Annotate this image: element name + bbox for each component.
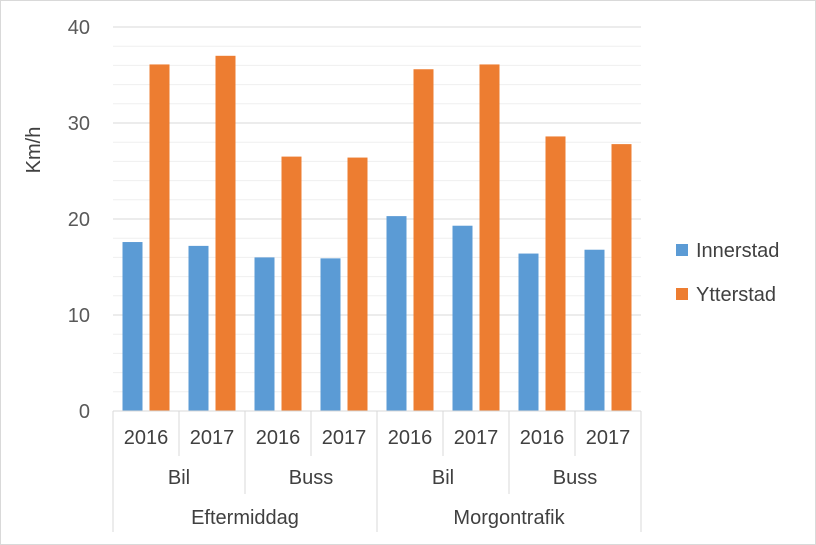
bar-ytterstad-0: [149, 64, 170, 411]
bar-innerstad-0: [122, 242, 143, 411]
x-tick-label-year: 2017: [586, 427, 631, 449]
bar-ytterstad-3: [347, 157, 368, 411]
bar-innerstad-6: [518, 253, 539, 411]
x-tick-label-year: 2016: [388, 427, 433, 449]
bar-ytterstad-5: [479, 64, 500, 411]
y-tick-label: 30: [68, 113, 90, 135]
bar-innerstad-3: [320, 258, 341, 411]
y-tick-label: 20: [68, 209, 90, 231]
x-tick-label-mode: Bil: [168, 467, 190, 489]
x-tick-label-year: 2017: [454, 427, 499, 449]
bar-ytterstad-7: [611, 144, 632, 411]
legend-label-ytterstad: Ytterstad: [696, 284, 776, 306]
legend-label-innerstad: Innerstad: [696, 240, 779, 262]
y-axis-label: Km/h: [23, 127, 45, 174]
x-tick-label-year: 2017: [322, 427, 367, 449]
y-tick-label: 10: [68, 305, 90, 327]
x-tick-label-period: Eftermiddag: [191, 507, 299, 529]
x-tick-label-mode: Buss: [553, 467, 597, 489]
bar-innerstad-5: [452, 225, 473, 411]
x-tick-label-year: 2016: [256, 427, 301, 449]
bar-innerstad-4: [386, 216, 407, 411]
x-tick-label-mode: Bil: [432, 467, 454, 489]
bar-ytterstad-2: [281, 156, 302, 411]
y-tick-label: 40: [68, 17, 90, 39]
bar-innerstad-7: [584, 249, 605, 411]
y-axis-ticks: 0 10 20 30 40: [68, 17, 90, 423]
y-tick-label: 0: [79, 401, 90, 423]
bar-innerstad-2: [254, 257, 275, 411]
legend-swatch-innerstad: [676, 244, 688, 256]
legend: Innerstad Ytterstad: [676, 240, 779, 306]
x-tick-label-period: Morgontrafik: [453, 507, 565, 529]
x-tick-label-year: 2017: [190, 427, 235, 449]
bars: [122, 55, 632, 412]
bar-innerstad-1: [188, 245, 209, 411]
bar-ytterstad-6: [545, 136, 566, 411]
x-tick-label-year: 2016: [520, 427, 565, 449]
bar-ytterstad-4: [413, 69, 434, 412]
legend-swatch-ytterstad: [676, 288, 688, 300]
bar-ytterstad-1: [215, 55, 236, 412]
x-tick-label-mode: Buss: [289, 467, 333, 489]
x-tick-label-year: 2016: [124, 427, 169, 449]
